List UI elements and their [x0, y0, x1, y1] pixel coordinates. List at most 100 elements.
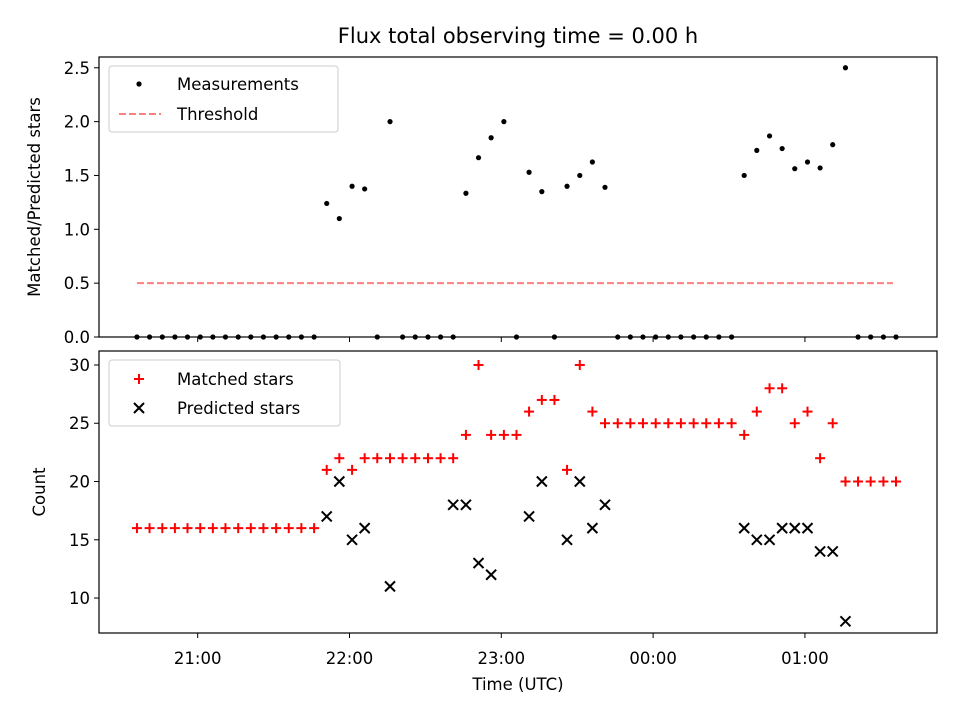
measurement-point: [412, 334, 418, 340]
matched-star-point: [701, 418, 712, 429]
y-tick-label: 0.5: [64, 274, 90, 293]
ratio-legend: Measurements Threshold: [108, 65, 339, 133]
measurement-point: [830, 142, 836, 148]
measurement-point: [184, 334, 191, 340]
measurement-point: [842, 65, 849, 71]
matched-star-point: [802, 406, 813, 417]
matched-star-point: [283, 523, 294, 534]
matched-star-point: [245, 523, 256, 534]
matched-star-point: [385, 453, 396, 464]
x-axis-label: Time (UTC): [471, 675, 563, 694]
measurement-point: [273, 334, 279, 340]
matched-star-point: [739, 429, 750, 440]
ratio-x-ticks: [197, 337, 806, 342]
matched-star-point: [422, 453, 433, 464]
matched-star-point: [144, 523, 155, 534]
measurement-point: [855, 334, 861, 340]
ratio-y-ticks: 0.0 0.5 1.0 1.5 2.0 2.5: [64, 59, 99, 347]
matched-star-point: [777, 383, 788, 394]
legend-matched-label: Matched stars: [177, 370, 294, 389]
legend-measurements-label: Measurements: [177, 75, 299, 94]
measurement-point: [868, 334, 874, 340]
measurement-point: [437, 334, 444, 340]
measurement-point: [210, 334, 216, 340]
legend-measurements-marker: [136, 81, 142, 87]
measurement-point: [691, 334, 697, 340]
predicted-star-point: [801, 522, 814, 534]
measurement-point: [653, 334, 659, 340]
matched-star-point: [157, 523, 168, 534]
matched-star-point: [498, 429, 509, 440]
measurement-point: [741, 172, 747, 179]
measurement-point: [804, 159, 811, 165]
measurement-point: [779, 145, 785, 152]
measurement-point: [893, 334, 899, 340]
count-legend: Matched stars Predicted stars: [108, 359, 341, 427]
measurement-point: [766, 133, 773, 139]
predicted-star-point: [536, 475, 548, 488]
measurement-point: [589, 159, 595, 165]
measurement-point: [172, 334, 178, 340]
predicted-star-point: [460, 499, 472, 511]
measurement-point: [159, 334, 165, 340]
predicted-star-point: [751, 534, 763, 546]
matched-star-point: [574, 359, 585, 370]
y-tick-label: 15: [69, 531, 90, 550]
matched-star-point: [195, 523, 206, 534]
predicted-star-point: [447, 499, 459, 511]
matched-star-point: [435, 453, 446, 464]
matched-star-point: [878, 476, 889, 487]
measurement-point: [374, 334, 380, 340]
matched-star-point: [207, 523, 218, 534]
matched-star-point: [891, 476, 902, 487]
matched-star-point: [650, 418, 661, 429]
predicted-star-point: [574, 475, 586, 488]
measurement-point: [564, 183, 570, 189]
measurement-point: [488, 135, 494, 141]
matched-star-point: [182, 523, 193, 534]
x-tick-label: 01:00: [781, 649, 829, 668]
count-legend-box: [108, 359, 341, 427]
predicted-star-point: [523, 510, 535, 523]
measurement-point: [754, 147, 760, 153]
measurement-point: [792, 166, 798, 172]
matched-star-point: [599, 418, 610, 429]
matched-star-point: [764, 383, 775, 394]
matched-star-point: [347, 464, 358, 475]
matched-star-point: [562, 464, 573, 475]
measurement-point: [817, 165, 823, 171]
y-tick-label: 2.5: [64, 59, 90, 78]
predicted-star-point: [763, 534, 776, 546]
y-tick-label: 1.5: [64, 166, 90, 185]
matched-star-point: [271, 523, 282, 534]
matched-star-point: [789, 418, 800, 429]
matched-star-point: [675, 418, 686, 429]
measurement-point: [387, 119, 393, 125]
measurement-point: [222, 334, 229, 340]
measurement-point: [703, 334, 709, 340]
y-tick-label: 2.0: [64, 113, 90, 132]
y-tick-label: 0.0: [64, 328, 90, 347]
measurement-point: [627, 334, 633, 340]
matched-star-point: [448, 453, 459, 464]
count-panel-frame: [98, 350, 938, 634]
predicted-star-point: [333, 475, 346, 488]
matched-star-point: [296, 523, 307, 534]
matched-star-point: [258, 523, 269, 534]
measurement-point: [286, 334, 292, 340]
matched-star-point: [169, 523, 180, 534]
measurement-point: [880, 334, 887, 340]
predicted-star-point: [814, 545, 826, 558]
measurement-point: [577, 172, 583, 179]
predicted-star-point: [561, 534, 573, 546]
predicted-star-point: [586, 522, 599, 534]
matched-star-point: [536, 394, 547, 405]
matched-star-point: [131, 523, 142, 534]
ratio-legend-box: [108, 65, 339, 133]
x-tick-label: 23:00: [478, 649, 526, 668]
matched-star-point: [397, 453, 408, 464]
matched-star-point: [460, 429, 471, 440]
y-tick-label: 10: [69, 589, 90, 608]
matched-star-point: [549, 394, 560, 405]
count-y-ticks: 10 15 20 25 30: [69, 356, 99, 608]
